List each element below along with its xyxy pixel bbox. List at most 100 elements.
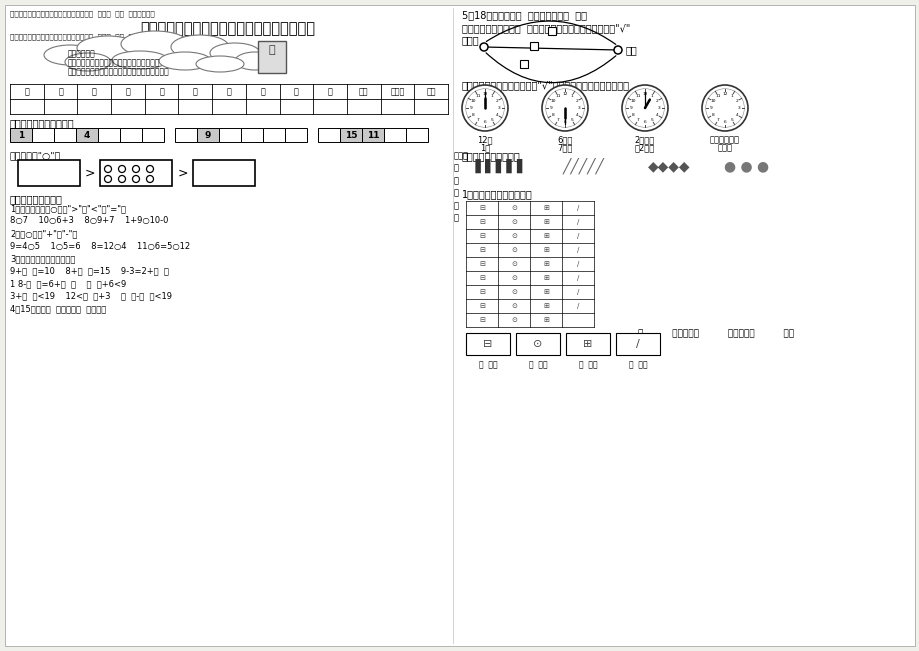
Bar [516,333,560,355]
Circle shape [541,85,587,131]
Text: 1、我一定能数准、涂对。: 1、我一定能数准、涂对。 [461,189,532,199]
Text: ⊙: ⊙ [511,317,516,323]
Text: 快2时了: 快2时了 [634,143,654,152]
Ellipse shape [65,53,111,71]
Text: 5: 5 [570,118,573,122]
Text: ⊟: ⊟ [482,339,493,349]
Text: 7: 7 [476,118,479,122]
Text: 11: 11 [367,130,379,139]
Text: 4、15里面有（  ）个十和（  ）个一。: 4、15里面有（ ）个十和（ ）个一。 [10,304,106,313]
Bar [175,128,197,142]
Bar [98,128,119,142]
Text: 7时半: 7时半 [557,143,572,152]
Text: 2: 2 [495,99,498,103]
Text: /: / [576,261,579,267]
Text: 11: 11 [635,94,641,98]
Ellipse shape [121,31,188,57]
Text: ⊙: ⊙ [511,261,516,267]
Bar [142,128,164,142]
Text: ⊟: ⊟ [479,289,484,295]
Text: ⊞: ⊞ [542,205,549,211]
Ellipse shape [196,56,244,72]
Text: 2: 2 [735,99,738,103]
Text: ⊙: ⊙ [511,233,516,239]
Text: 三、相信我能做对。: 三、相信我能做对。 [10,194,62,204]
Text: 二: 二 [58,87,62,96]
Text: 10: 10 [630,99,635,103]
Text: 学习成果的时候，你可以尽情地发挥，祝你成功！: 学习成果的时候，你可以尽情地发挥，祝你成功！ [68,67,170,76]
Text: 15: 15 [345,130,357,139]
Text: 11: 11 [555,94,561,98]
Text: 6: 6 [643,120,646,124]
Text: 1: 1 [570,94,573,98]
Bar [54,128,76,142]
Text: 9: 9 [470,106,472,110]
Text: 6时半: 6时半 [557,135,572,144]
Text: 9: 9 [205,130,211,139]
Text: （  ）个: （ ）个 [528,360,547,369]
Text: 4: 4 [575,113,578,117]
Text: ╱╱╱╱╱: ╱╱╱╱╱ [562,158,605,174]
Bar [318,128,340,142]
Bar [383,128,405,142]
Bar [219,128,241,142]
Text: 祝贺你完成了一个阶段的学习，现在是展示你: 祝贺你完成了一个阶段的学习，现在是展示你 [68,58,160,67]
Text: /: / [576,275,579,281]
Text: 二、聪
明
的
我
能
画: 二、聪 明 的 我 能 画 [453,151,469,223]
Text: 6: 6 [563,120,566,124]
Text: 5: 5 [650,118,652,122]
Text: ⊞: ⊞ [542,261,549,267]
Text: 学校: 学校 [625,45,637,55]
Ellipse shape [112,51,168,69]
Text: 三: 三 [92,87,96,96]
Ellipse shape [44,45,96,65]
Text: 小明家: 小明家 [461,35,479,45]
Text: ⊟: ⊟ [479,205,484,211]
Bar [197,128,219,142]
Text: 1 8-（  ）=6+（  ）    （  ）+6<9: 1 8-（ ）=6+（ ） （ ）+6<9 [10,279,126,288]
Text: 出方框里的"○"。: 出方框里的"○"。 [10,151,62,160]
Bar [548,27,555,35]
Text: 11: 11 [715,94,720,98]
Bar [616,333,659,355]
Text: 12: 12 [562,92,567,96]
Text: ● ● ●: ● ● ● [723,159,768,173]
Text: （  ）支: （ ）支 [478,360,497,369]
Text: >: > [177,167,188,180]
Text: 8: 8 [551,113,554,117]
Ellipse shape [159,52,210,70]
Text: 5: 5 [730,118,732,122]
Text: 2: 2 [575,99,578,103]
Text: ⊟: ⊟ [479,317,484,323]
Text: 【黑龙江省大庆市萨尔图区实验区祥阁学校  白丽芳  张冰  杜成军提供】: 【黑龙江省大庆市萨尔图区实验区祥阁学校 白丽芳 张冰 杜成军提供】 [10,10,154,17]
Text: ⊟: ⊟ [479,261,484,267]
Text: 北师大版实验教材一年级上学期期末综合试卷: 北师大版实验教材一年级上学期期末综合试卷 [141,21,315,36]
Text: （          ）最多，（          ）最少，（          ）和: （ ）最多，（ ）最少，（ ）和 [637,329,793,338]
Ellipse shape [234,52,275,70]
Text: 四: 四 [125,87,130,96]
Text: 12: 12 [641,92,647,96]
Circle shape [465,89,504,128]
Text: 8: 8 [631,113,634,117]
Text: /: / [576,247,579,253]
Bar [76,128,98,142]
Text: /: / [576,303,579,309]
Text: 熊: 熊 [268,45,275,55]
Circle shape [621,85,667,131]
Text: 3: 3 [497,106,500,110]
Text: 九: 九 [294,87,299,96]
Text: 十一: 十一 [358,87,369,96]
Text: /: / [576,205,579,211]
Bar [565,333,609,355]
Text: /: / [576,233,579,239]
Text: 六: 六 [193,87,198,96]
Text: 10: 10 [550,99,555,103]
Text: 12: 12 [482,92,487,96]
Text: 1: 1 [730,94,732,98]
Text: 2、在○填上"+"或"-"。: 2、在○填上"+"或"-"。 [10,229,77,238]
Text: 1时: 1时 [480,143,490,152]
Text: 思考题: 思考题 [390,87,404,96]
Text: 10: 10 [470,99,475,103]
Text: 9: 9 [630,106,632,110]
Text: ⊟: ⊟ [479,219,484,225]
